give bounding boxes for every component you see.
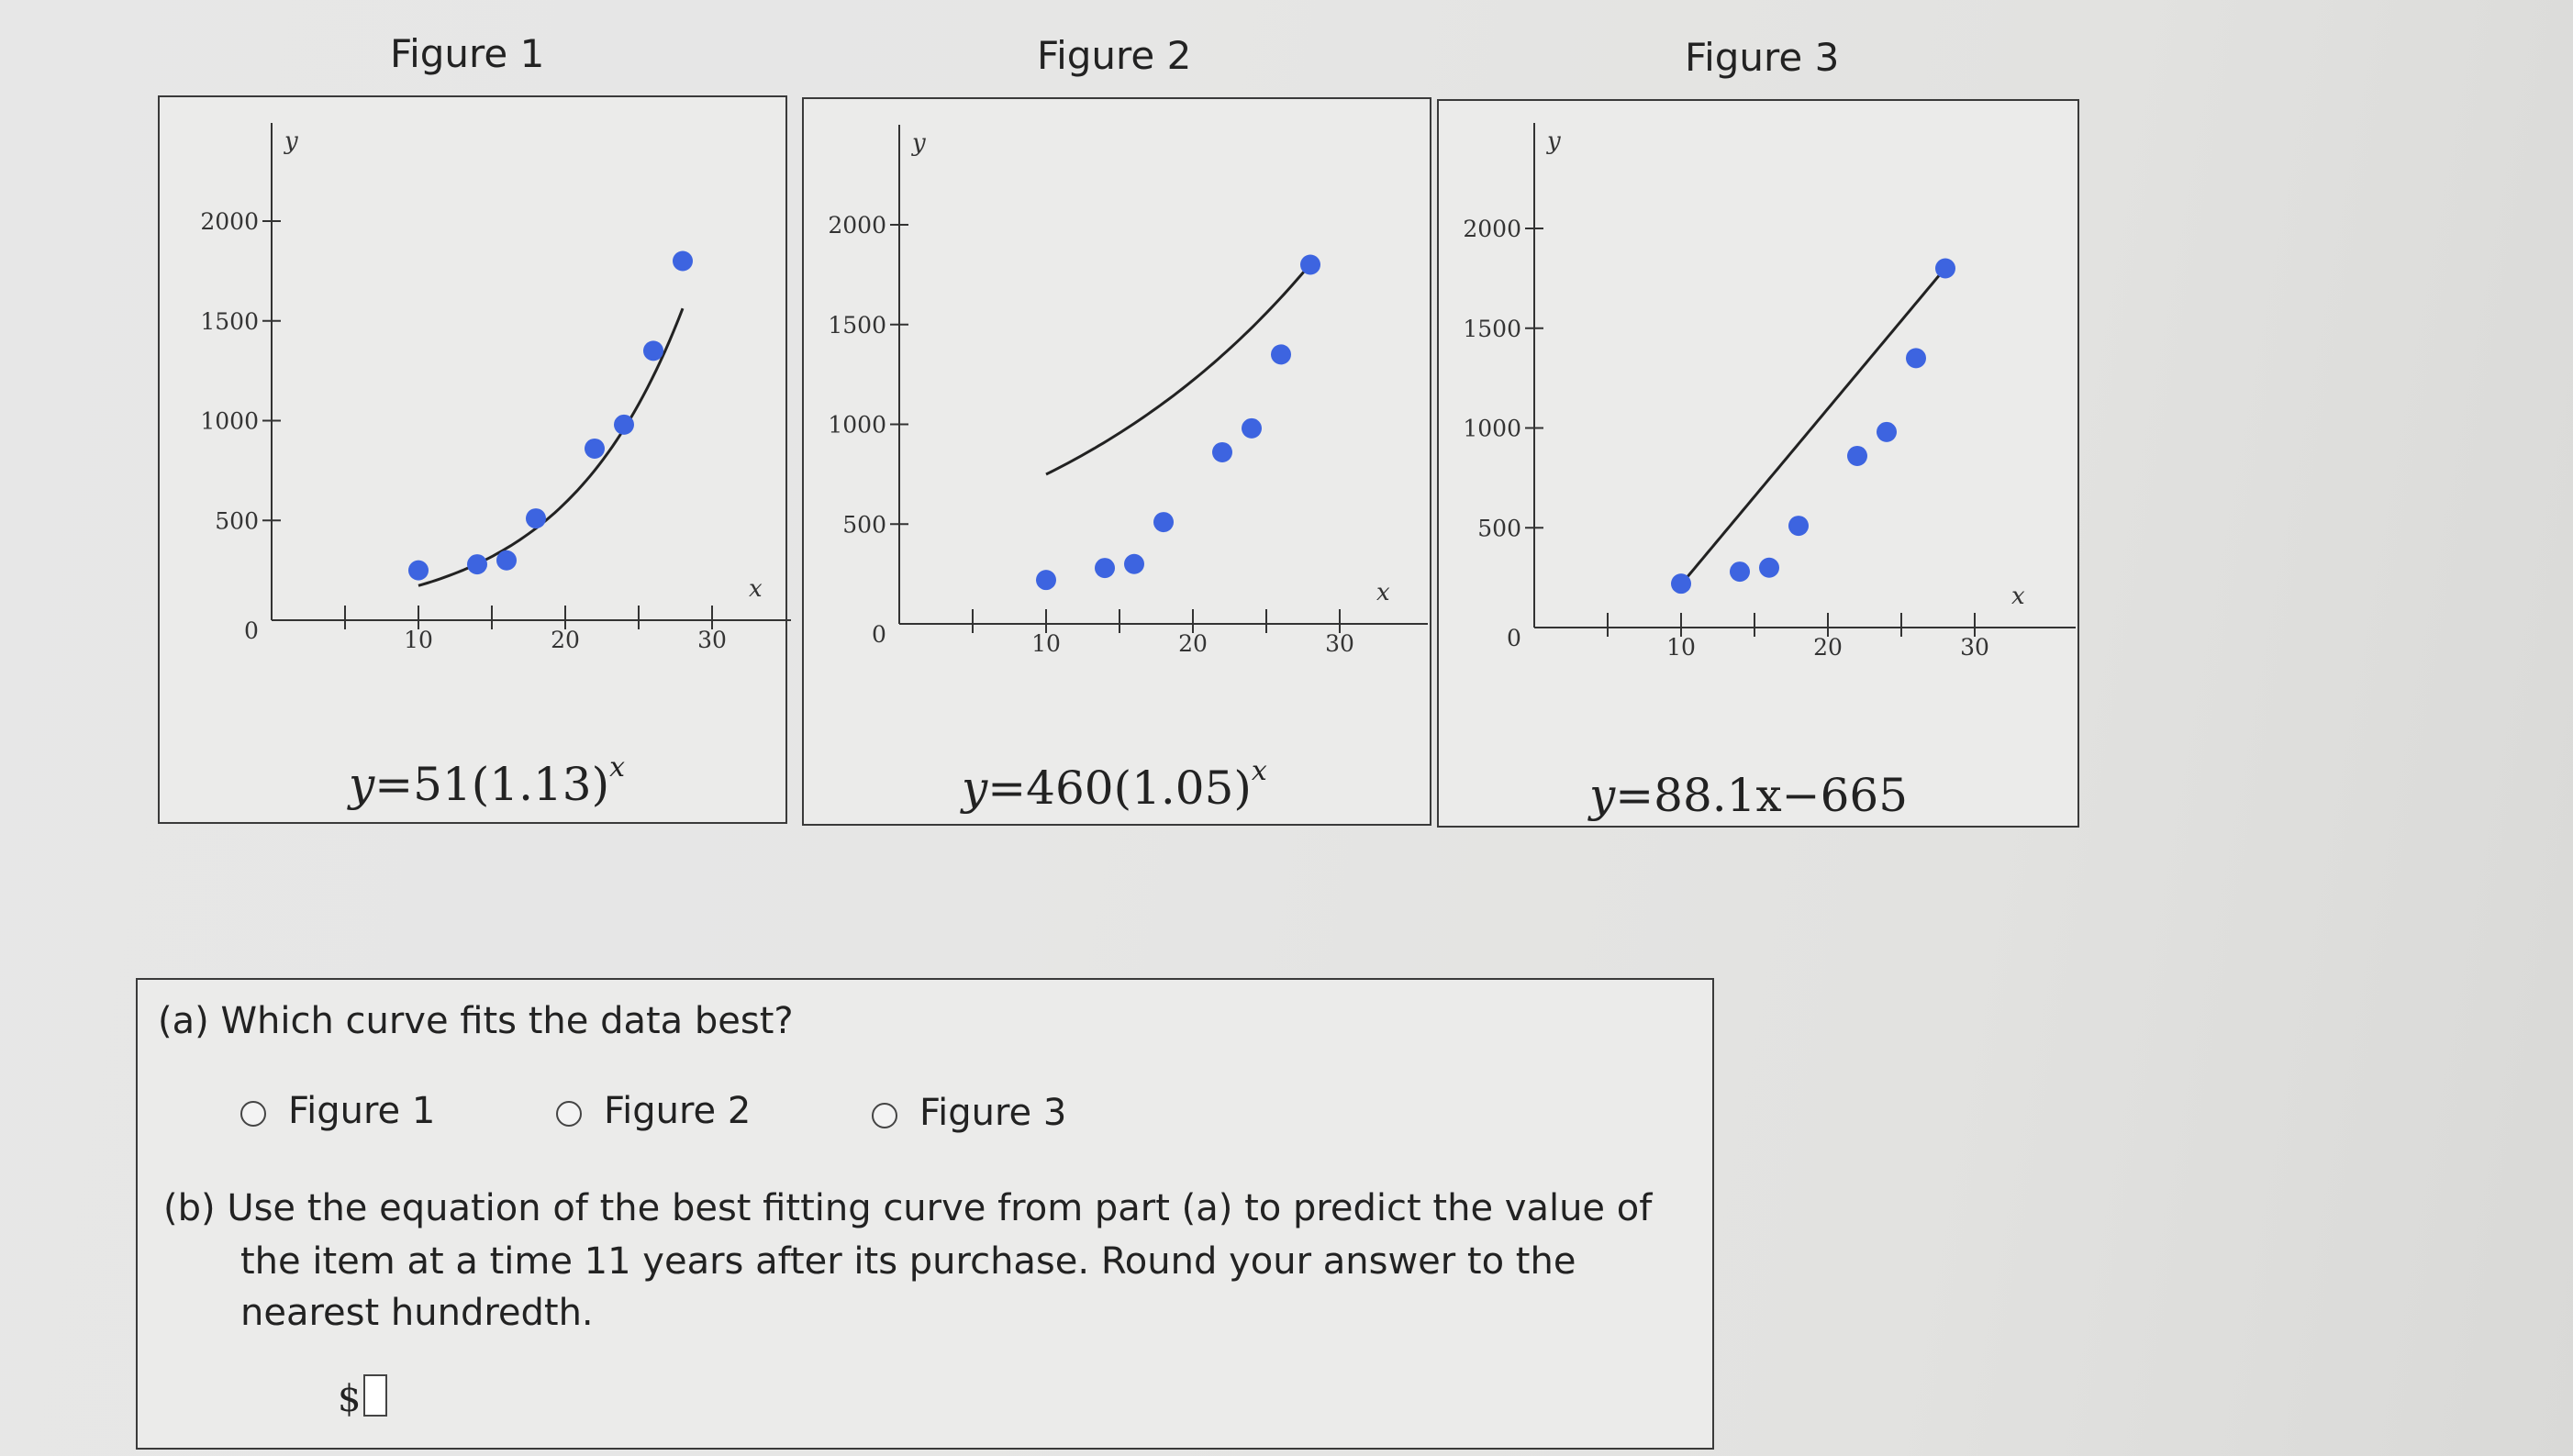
data-point bbox=[1095, 558, 1115, 579]
y-tick-label: 2000 bbox=[200, 208, 259, 235]
data-point bbox=[1036, 570, 1056, 591]
y-axis-label: y bbox=[911, 129, 926, 157]
data-point bbox=[467, 554, 487, 575]
data-point bbox=[673, 250, 693, 272]
data-point bbox=[1935, 258, 1955, 279]
option-figure-2-radio[interactable] bbox=[556, 1101, 582, 1127]
y-tick-label: 500 bbox=[215, 507, 259, 534]
origin-label: 0 bbox=[1507, 625, 1521, 651]
y-tick-label: 500 bbox=[842, 511, 886, 538]
x-tick-label: 10 bbox=[1666, 634, 1696, 661]
x-axis-label: x bbox=[1376, 579, 1390, 606]
data-point bbox=[1212, 441, 1232, 462]
y-tick-label: 2000 bbox=[1463, 216, 1521, 242]
data-point bbox=[1153, 512, 1174, 533]
x-tick-label: 20 bbox=[1178, 630, 1208, 657]
figure-3-plot: y x 0 500 1000 1500 2000 10 20 30 bbox=[1463, 123, 2076, 661]
equation-y: y bbox=[349, 758, 375, 811]
data-point bbox=[526, 508, 546, 529]
data-point bbox=[1730, 561, 1750, 583]
data-point bbox=[1271, 344, 1291, 365]
data-point bbox=[1788, 516, 1809, 537]
question-box: (a) Which curve fits the data best? Figu… bbox=[136, 978, 1714, 1450]
part-a-prompt: (a) Which curve fits the data best? bbox=[158, 1000, 794, 1042]
figure-1-title: Figure 1 bbox=[390, 31, 545, 76]
data-point bbox=[614, 414, 634, 435]
y-axis-label: y bbox=[284, 128, 298, 155]
option-figure-3-label[interactable]: Figure 3 bbox=[919, 1092, 1067, 1134]
y-tick-label: 1000 bbox=[200, 408, 259, 435]
equation-y: y bbox=[1589, 769, 1616, 822]
y-tick-label: 1500 bbox=[1463, 316, 1521, 342]
data-point bbox=[1300, 254, 1320, 275]
equation-body: =88.1x−665 bbox=[1615, 769, 1908, 822]
option-figure-3-radio[interactable] bbox=[872, 1103, 897, 1128]
y-tick-label: 500 bbox=[1477, 515, 1521, 541]
figure-1-panel: y x 0 500 1000 1500 2000 10 20 30 y=51(1.13)x bbox=[158, 95, 791, 824]
fit-curve bbox=[1679, 267, 1947, 585]
y-tick-label: 1000 bbox=[1463, 416, 1521, 442]
data-point bbox=[1906, 348, 1926, 369]
x-tick-label: 20 bbox=[551, 627, 580, 653]
data-point bbox=[1759, 557, 1779, 578]
x-tick-label: 10 bbox=[1031, 630, 1061, 657]
data-point bbox=[1124, 553, 1144, 574]
currency-symbol: $ bbox=[338, 1378, 362, 1420]
x-tick-label: 30 bbox=[1325, 630, 1354, 657]
origin-label: 0 bbox=[244, 617, 259, 644]
x-tick-label: 30 bbox=[1960, 634, 1989, 661]
fit-curve bbox=[418, 307, 685, 587]
answer-input[interactable] bbox=[363, 1374, 387, 1417]
data-point bbox=[496, 550, 517, 571]
y-axis-label: y bbox=[1546, 128, 1561, 155]
part-b-prompt-line-1: (b) Use the equation of the best fitting… bbox=[163, 1187, 1653, 1229]
part-b-prompt-line-2: the item at a time 11 years after its pu… bbox=[240, 1240, 1576, 1283]
equation-body: =51(1.13) bbox=[374, 758, 610, 811]
equation-y: y bbox=[962, 761, 988, 815]
figure-2-panel: y x 0 500 1000 1500 2000 10 20 30 y=460(1.05)x bbox=[802, 97, 1431, 826]
figure-2-equation: y=460(1.05)x bbox=[962, 758, 1267, 816]
x-tick-label: 30 bbox=[697, 627, 727, 653]
figure-1-plot: y x 0 500 1000 1500 2000 10 20 30 bbox=[200, 123, 791, 653]
figure-2-plot: y x 0 500 1000 1500 2000 10 20 30 bbox=[828, 125, 1428, 657]
x-tick-label: 10 bbox=[404, 627, 433, 653]
y-tick-label: 1500 bbox=[828, 312, 886, 339]
equation-body: =460(1.05) bbox=[987, 761, 1252, 815]
figure-3-title: Figure 3 bbox=[1685, 35, 1840, 80]
data-point bbox=[1242, 417, 1262, 439]
option-figure-1-radio[interactable] bbox=[240, 1101, 266, 1127]
figure-3-panel: y x 0 500 1000 1500 2000 10 20 30 y=88.1x−665 bbox=[1437, 99, 2079, 828]
option-figure-2-label[interactable]: Figure 2 bbox=[604, 1090, 752, 1132]
data-point bbox=[1671, 573, 1691, 595]
data-point bbox=[643, 340, 663, 361]
origin-label: 0 bbox=[872, 621, 886, 648]
y-tick-label: 1000 bbox=[828, 412, 886, 439]
x-axis-label: x bbox=[749, 575, 763, 603]
figure-1-equation: y=51(1.13)x bbox=[349, 754, 625, 812]
option-figure-1-label[interactable]: Figure 1 bbox=[288, 1090, 436, 1132]
data-point bbox=[1877, 421, 1897, 442]
x-axis-label: x bbox=[2011, 583, 2025, 610]
fit-curve bbox=[1045, 262, 1312, 476]
data-point bbox=[408, 560, 429, 581]
data-point bbox=[1847, 445, 1867, 466]
equation-exponent: x bbox=[609, 751, 626, 784]
equation-exponent: x bbox=[1251, 755, 1267, 787]
figure-3-equation: y=88.1x−665 bbox=[1589, 769, 1908, 822]
figure-2-title: Figure 2 bbox=[1037, 33, 1192, 78]
x-tick-label: 20 bbox=[1813, 634, 1843, 661]
data-point bbox=[585, 438, 605, 459]
part-b-prompt-line-3: nearest hundredth. bbox=[240, 1292, 594, 1334]
y-tick-label: 2000 bbox=[828, 212, 886, 239]
y-tick-label: 1500 bbox=[200, 308, 259, 335]
